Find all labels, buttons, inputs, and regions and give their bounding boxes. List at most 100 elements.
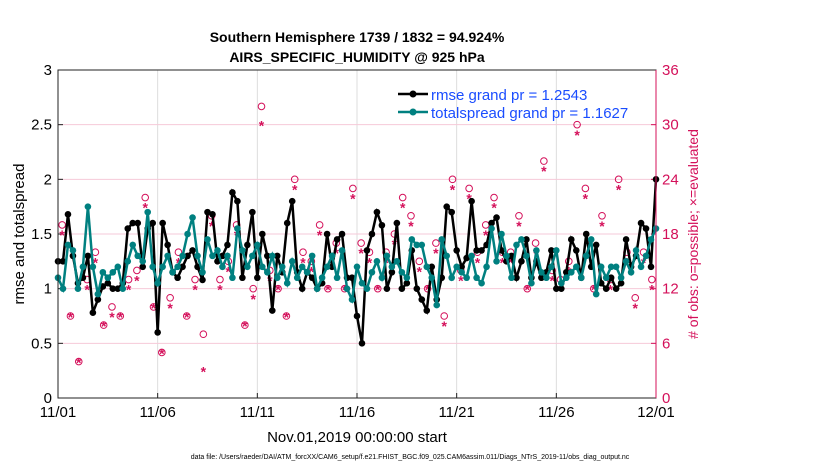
obs-evaluated-point: * — [309, 263, 315, 279]
rmse-point — [473, 247, 480, 254]
rmse-point — [159, 219, 166, 227]
obs-evaluated-point: * — [259, 118, 265, 134]
obs-possible-point — [440, 312, 449, 320]
obs-possible-point — [74, 357, 83, 366]
obs-evaluated-point: * — [250, 291, 256, 307]
legend-label: totalspread grand pr = 1.1627 — [431, 105, 628, 122]
rmse-point — [64, 211, 72, 218]
rmse-point — [622, 236, 630, 243]
totalspread-point — [572, 263, 580, 271]
y-tick-label-right: 0 — [662, 390, 670, 407]
obs-possible-point — [58, 221, 66, 229]
chart-subtitle: AIRS_SPECIFIC_HUMIDITY @ 925 hPa — [229, 49, 485, 65]
y-tick-label: 2 — [44, 171, 52, 188]
obs-evaluated-point: * — [525, 282, 531, 298]
rmse-point — [413, 285, 421, 292]
rmse-point — [259, 230, 266, 238]
obs-evaluated-point: * — [217, 282, 223, 298]
y-tick-label-right: 6 — [662, 335, 670, 352]
totalspread-point — [453, 263, 460, 271]
legend-label: rmse grand pr = 1.2543 — [431, 87, 587, 104]
totalspread-point — [488, 225, 495, 232]
rmse-point — [353, 312, 361, 320]
rmse-point — [189, 247, 196, 254]
totalspread-point — [503, 252, 510, 260]
totalspread-point — [523, 252, 530, 260]
totalspread-point — [597, 263, 605, 271]
rmse-point — [538, 274, 545, 282]
totalspread-point — [64, 241, 72, 249]
totalspread-point — [254, 241, 261, 249]
legend-marker — [409, 90, 417, 98]
rmse-point — [592, 241, 600, 249]
rmse-point — [602, 285, 610, 292]
obs-possible-point — [282, 312, 291, 320]
obs-evaluated-point: * — [184, 309, 190, 325]
totalspread-point — [368, 268, 376, 276]
totalspread-point — [443, 252, 451, 260]
totalspread-point — [358, 279, 366, 287]
rmse-point — [607, 274, 615, 282]
obs-evaluated-point: * — [109, 309, 115, 325]
totalspread-point — [249, 252, 256, 260]
totalspread-point — [159, 263, 166, 271]
x-tick-label: 11/16 — [339, 404, 375, 421]
rmse-point — [204, 208, 211, 216]
obs-evaluated-point: * — [134, 273, 140, 289]
obs-evaluated-point: * — [68, 309, 74, 325]
obs-possible-point — [158, 348, 166, 357]
totalspread-point — [423, 263, 431, 271]
rmse-point — [224, 241, 231, 249]
obs-evaluated-point: * — [275, 282, 281, 298]
totalspread-point — [154, 279, 161, 287]
rmse-point — [373, 208, 381, 216]
totalspread-point — [79, 263, 87, 271]
x-tick-label: 11/11 — [240, 404, 275, 421]
totalspread-point — [553, 247, 560, 254]
totalspread-point — [353, 263, 361, 271]
totalspread-point — [508, 274, 515, 282]
y-tick-label: 0.5 — [31, 335, 52, 352]
obs-evaluated-point: * — [317, 227, 323, 243]
obs-evaluated-point: * — [417, 263, 423, 279]
totalspread-point — [528, 279, 535, 287]
rmse-point — [612, 285, 620, 292]
totalspread-point — [607, 263, 615, 271]
obs-evaluated-point: * — [226, 263, 232, 279]
totalspread-point — [328, 252, 336, 260]
obs-evaluated-point: * — [491, 200, 497, 216]
rmse-point — [254, 274, 261, 282]
y-tick-label-right: 12 — [662, 281, 679, 298]
obs-possible-point — [614, 175, 623, 184]
totalspread-point — [533, 247, 540, 254]
obs-possible-point — [523, 284, 532, 293]
totalspread-point — [642, 252, 650, 260]
x-axis-label: Nov.01,2019 00:00:00 start — [267, 429, 448, 446]
rmse-point — [134, 219, 142, 227]
totalspread-point — [259, 263, 266, 271]
totalspread-point — [637, 263, 645, 271]
totalspread-point — [483, 263, 490, 271]
y-axis-label-right: # of obs: o=possible; ×=evaluated — [685, 129, 701, 339]
obs-evaluated-point: * — [400, 200, 406, 216]
obs-evaluated-point: * — [201, 364, 207, 380]
obs-possible-point — [573, 120, 581, 129]
obs-evaluated-point: * — [142, 200, 148, 216]
rmse-point — [124, 225, 132, 232]
totalspread-point — [204, 236, 211, 243]
obs-possible-point — [66, 312, 75, 320]
obs-evaluated-point: * — [549, 273, 555, 289]
totalspread-point — [323, 263, 331, 271]
obs-possible-point — [465, 184, 473, 193]
y-tick-label-right: 30 — [662, 117, 679, 134]
obs-evaluated-point: * — [591, 282, 597, 298]
totalspread-point — [318, 274, 326, 282]
totalspread-point — [363, 285, 371, 292]
rmse-point — [288, 197, 296, 205]
rmse-point — [139, 263, 147, 271]
totalspread-point — [234, 225, 241, 232]
totalspread-point — [498, 230, 505, 238]
totalspread-point — [89, 263, 97, 271]
obs-evaluated-point: * — [167, 300, 173, 316]
